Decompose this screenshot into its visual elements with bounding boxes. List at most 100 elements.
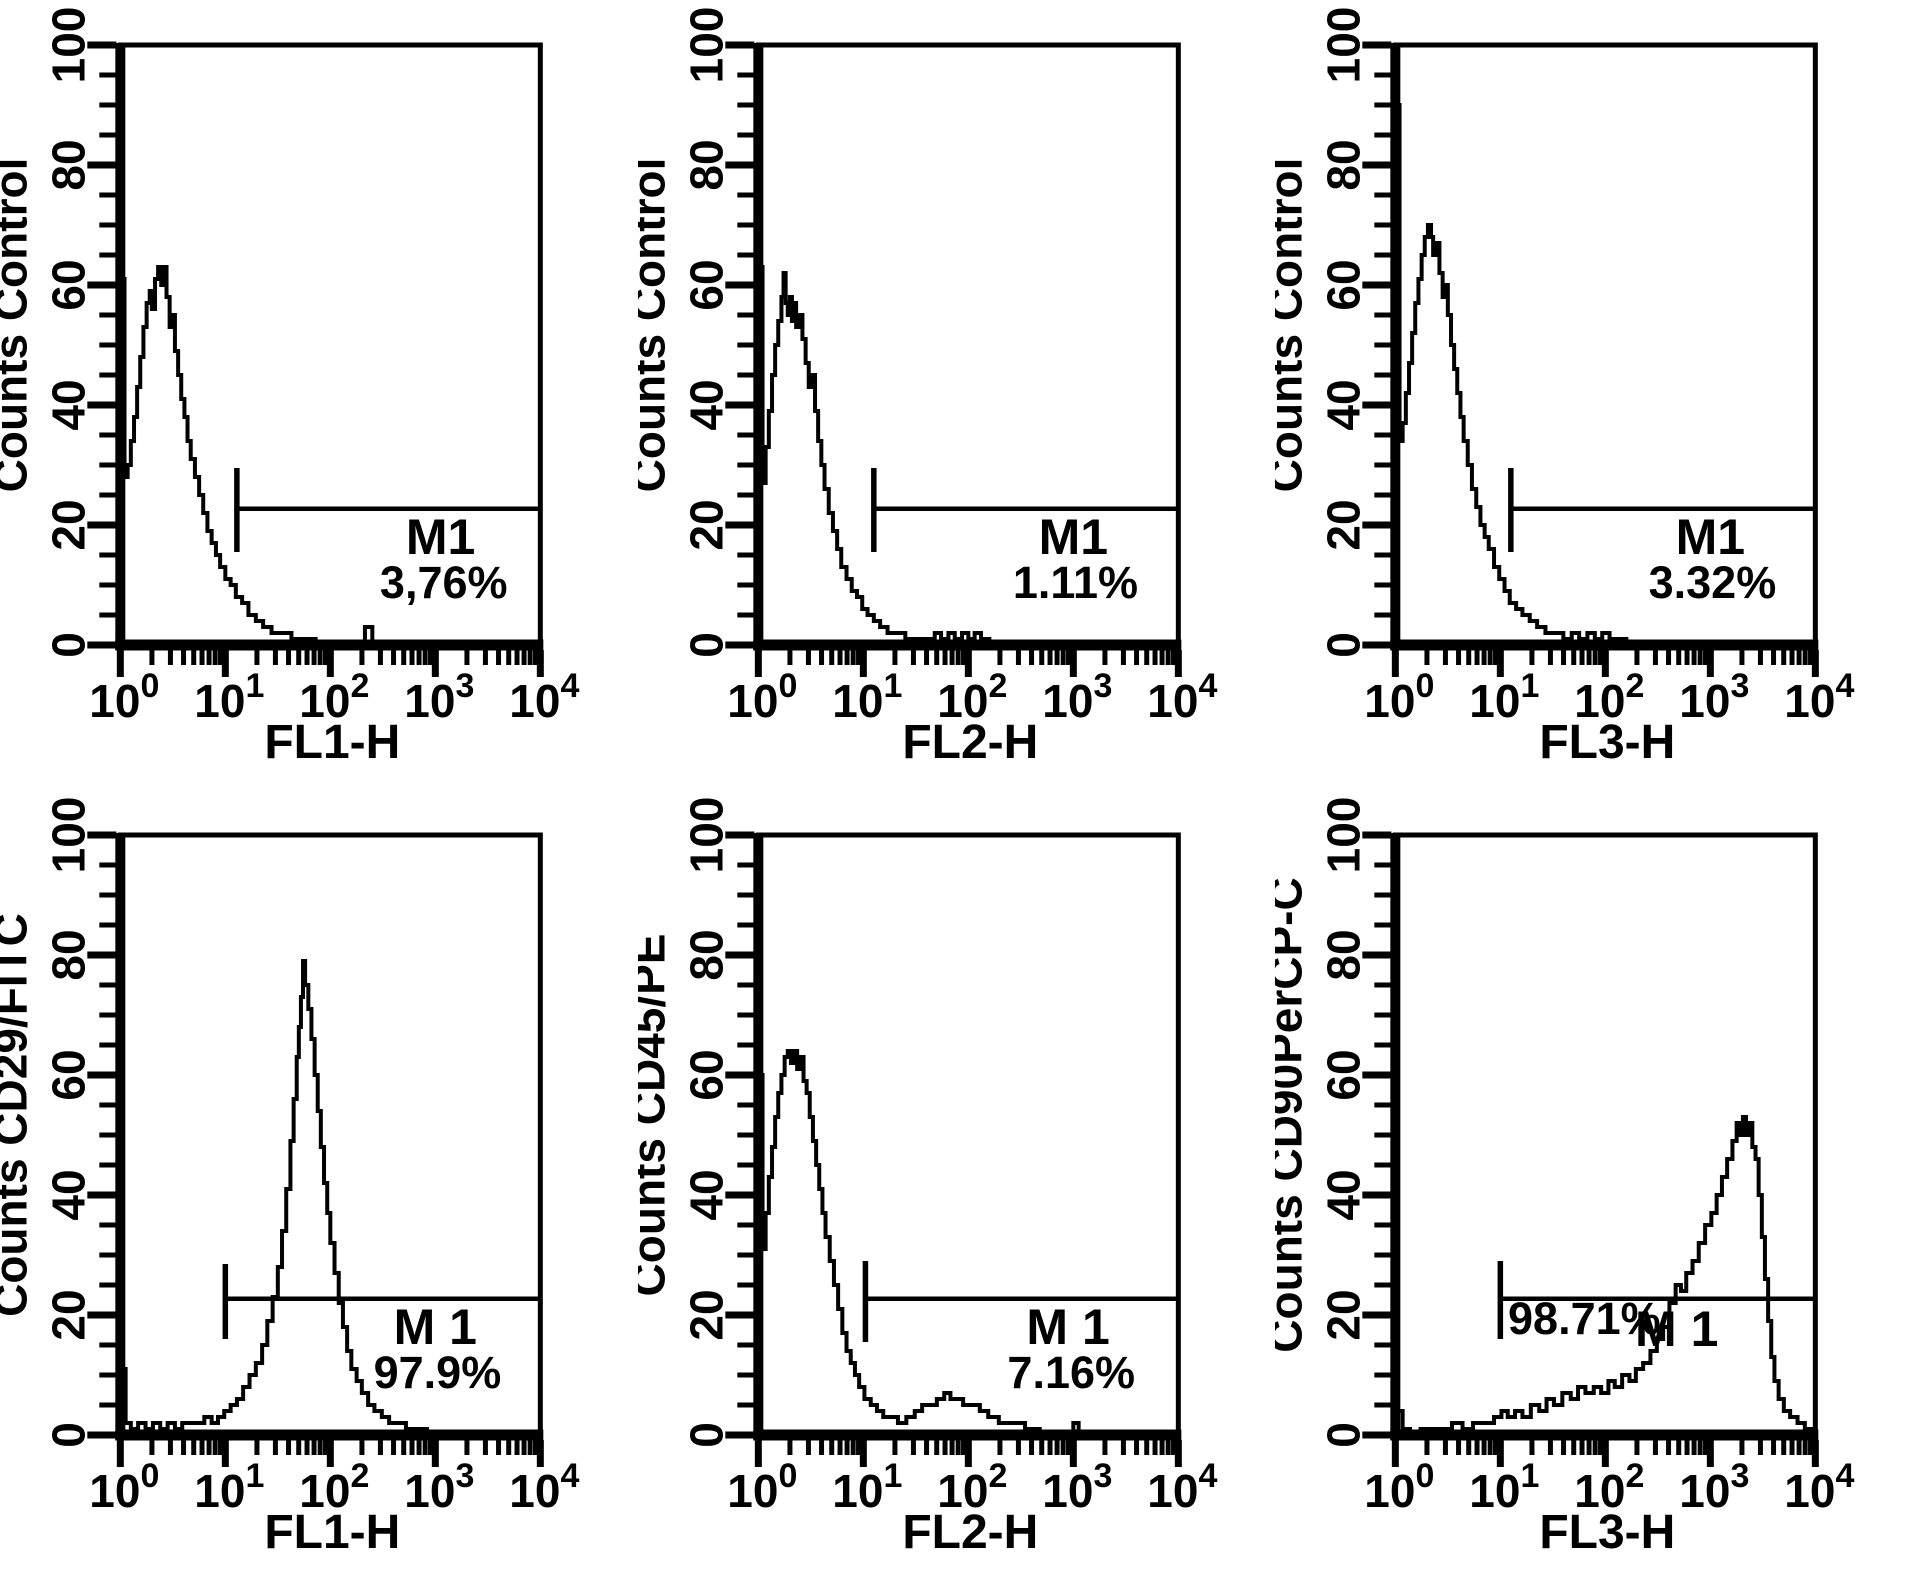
- y-axis-ticks: [87, 831, 117, 1439]
- svg-text:101: 101: [194, 667, 264, 727]
- svg-text:80: 80: [1318, 929, 1370, 980]
- panel-cd90-percp-fl3: 0 20 40 60 80 100 100 101 102 103 104 Counts CD90Pe…: [1275, 797, 1855, 1559]
- svg-text:40: 40: [680, 379, 732, 430]
- svg-text:102: 102: [1575, 667, 1645, 727]
- marker-label: M1: [1038, 509, 1107, 565]
- histogram-trace: [1395, 1115, 1818, 1437]
- marker-label: M 1: [1026, 1299, 1109, 1355]
- plot-area: 0 20 40 60 80 100 100 101 102 103 104: [42, 797, 579, 1517]
- svg-text:103: 103: [1680, 667, 1750, 727]
- svg-text:101: 101: [832, 1457, 902, 1517]
- x-tick-labels: 100 101 102 103 104: [89, 1457, 579, 1517]
- x-axis-ticks: [116, 650, 544, 677]
- plot-area: 0 20 40 60 80 100 100 101 102 103 104: [1318, 7, 1855, 727]
- svg-text:20: 20: [680, 499, 732, 550]
- svg-text:100: 100: [89, 1457, 159, 1517]
- x-axis-title: FL1-H: [264, 1506, 400, 1559]
- svg-text:103: 103: [1042, 667, 1112, 727]
- marker-percent: 7.16%: [1007, 1347, 1135, 1398]
- svg-text:104: 104: [1147, 667, 1217, 727]
- svg-text:20: 20: [680, 1289, 732, 1340]
- svg-text:100: 100: [1318, 797, 1370, 874]
- svg-text:60: 60: [680, 1049, 732, 1100]
- svg-text:102: 102: [937, 1457, 1007, 1517]
- svg-text:104: 104: [1147, 1457, 1217, 1517]
- plot-area: 0 20 40 60 80 100 100 101 102 103 104: [680, 797, 1217, 1517]
- panel-control-fl1: 0 20 40 60 80 100 100 101 102 103 104 Counts Contro…: [0, 7, 579, 769]
- svg-text:60: 60: [42, 1049, 94, 1100]
- svg-text:60: 60: [42, 259, 94, 310]
- plot-frame: [755, 832, 1181, 1438]
- y-axis-title: Counts Control: [638, 158, 674, 493]
- svg-text:0: 0: [680, 632, 732, 658]
- svg-text:40: 40: [1318, 379, 1370, 430]
- x-axis-title: FL2-H: [902, 716, 1038, 769]
- svg-text:40: 40: [680, 1169, 732, 1220]
- plot-frame: [755, 42, 1181, 648]
- x-axis-ticks: [1392, 650, 1820, 677]
- svg-text:101: 101: [1470, 1457, 1540, 1517]
- svg-text:20: 20: [1318, 1289, 1370, 1340]
- marker-percent: 97.9%: [374, 1347, 502, 1398]
- marker-label: M 1: [394, 1299, 477, 1355]
- svg-text:0: 0: [1318, 632, 1370, 658]
- svg-text:102: 102: [937, 667, 1007, 727]
- svg-text:101: 101: [832, 667, 902, 727]
- svg-text:0: 0: [42, 632, 94, 658]
- plot-frame: [117, 832, 543, 1438]
- svg-text:103: 103: [1042, 1457, 1112, 1517]
- x-axis-ticks: [754, 650, 1182, 677]
- x-axis-title: FL1-H: [264, 716, 400, 769]
- svg-text:102: 102: [299, 667, 369, 727]
- histogram-trace: [758, 265, 1178, 647]
- histogram-trace: [120, 265, 541, 647]
- plot-area: 0 20 40 60 80 100 100 101 102 103 104: [42, 7, 579, 727]
- svg-text:20: 20: [42, 499, 94, 550]
- marker-percent: 98.71%: [1508, 1293, 1661, 1344]
- plot-area: 0 20 40 60 80 100 100 101 102 103 104: [1318, 797, 1855, 1517]
- y-axis-ticks: [724, 831, 754, 1439]
- y-tick-labels: 0 20 40 60 80 100: [42, 797, 94, 1448]
- svg-text:100: 100: [727, 1457, 797, 1517]
- x-axis-title: FL3-H: [1540, 716, 1676, 769]
- plot-frame: [1393, 42, 1819, 648]
- svg-text:40: 40: [42, 379, 94, 430]
- svg-text:40: 40: [42, 1169, 94, 1220]
- y-axis-title: Counts CD90PerCP-C: [1275, 877, 1311, 1352]
- svg-text:0: 0: [680, 1422, 732, 1448]
- marker-label: M 1: [1635, 1301, 1718, 1357]
- x-axis-ticks: [116, 1440, 544, 1467]
- marker-percent: 3,76%: [380, 557, 508, 608]
- x-axis-ticks: [1392, 1440, 1820, 1467]
- y-tick-labels: 0 20 40 60 80 100: [680, 797, 732, 1448]
- y-axis-ticks: [87, 41, 117, 649]
- svg-text:80: 80: [680, 929, 732, 980]
- svg-text:80: 80: [1318, 139, 1370, 190]
- panel-control-fl2: 0 20 40 60 80 100 100 101 102 103 104 Counts Contro…: [638, 7, 1217, 769]
- x-tick-labels: 100 101 102 103 104: [727, 667, 1217, 727]
- svg-text:100: 100: [42, 797, 94, 874]
- y-axis-title: Counts CD45/PE: [638, 934, 674, 1297]
- y-axis-ticks: [1362, 41, 1392, 649]
- svg-text:100: 100: [1318, 7, 1370, 84]
- plot-frame: [117, 42, 543, 648]
- x-tick-labels: 100 101 102 103 104: [1365, 1457, 1855, 1517]
- y-axis-ticks: [1362, 831, 1392, 1439]
- svg-text:20: 20: [1318, 499, 1370, 550]
- histogram-trace: [758, 1049, 1178, 1437]
- histogram-trace: [120, 959, 541, 1437]
- svg-text:100: 100: [89, 667, 159, 727]
- x-axis-title: FL3-H: [1540, 1506, 1676, 1559]
- svg-text:102: 102: [299, 1457, 369, 1517]
- svg-text:100: 100: [1365, 1457, 1435, 1517]
- panel-cd29-fitc-fl1: 0 20 40 60 80 100 100 101 102 103 104 Counts CD29/F…: [0, 797, 579, 1559]
- marker-percent: 1.11%: [1013, 557, 1138, 608]
- marker-label: M1: [406, 509, 475, 565]
- svg-text:80: 80: [42, 139, 94, 190]
- plot-area: 0 20 40 60 80 100 100 101 102 103 104: [680, 7, 1217, 727]
- svg-text:100: 100: [727, 667, 797, 727]
- svg-text:100: 100: [680, 7, 732, 84]
- marker-label: M1: [1676, 509, 1745, 565]
- y-tick-labels: 0 20 40 60 80 100: [1318, 7, 1370, 658]
